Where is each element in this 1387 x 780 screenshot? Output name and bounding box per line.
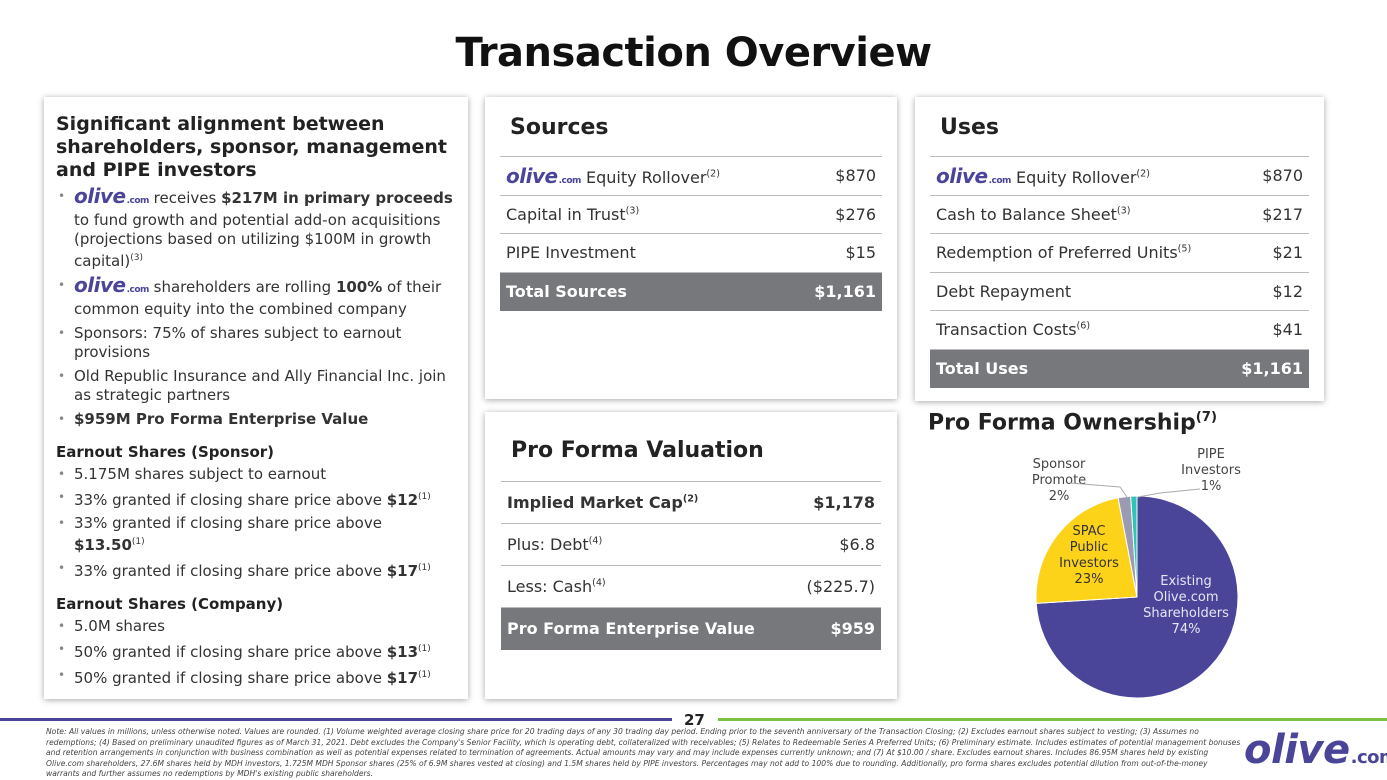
earnout-item: 33% granted if closing share price above…	[56, 514, 456, 555]
earnout-item: 50% granted if closing share price above…	[56, 640, 456, 662]
ownership-title-text: Pro Forma Ownership	[928, 410, 1196, 436]
table-row: olive.com Equity Rollover(2) $870	[500, 156, 882, 196]
row-value: $1,178	[791, 481, 881, 524]
olive-logo: olive.com	[74, 184, 149, 208]
valuation-table: Implied Market Cap(2) $1,178 Plus: Debt(4)…	[501, 481, 881, 650]
alignment-bullet: olive.com receives $217M in primary proc…	[56, 184, 456, 271]
total-value: $1,161	[1227, 349, 1309, 388]
alignment-heading: Significant alignment between shareholde…	[56, 113, 448, 181]
earnout-item: 50% granted if closing share price above…	[56, 666, 456, 688]
row-value: $870	[1227, 156, 1309, 196]
uses-card: Uses olive.com Equity Rollover(2) $870 Cas…	[915, 97, 1324, 401]
valuation-title: Pro Forma Valuation	[511, 438, 764, 463]
total-value: $959	[791, 607, 881, 650]
table-row: Plus: Debt(4) $6.8	[501, 523, 881, 566]
alignment-card: Significant alignment between shareholde…	[44, 97, 468, 699]
pie-slice-pipe-investors	[1130, 495, 1138, 598]
footnote: Note: All values in millions, unless oth…	[46, 727, 1241, 778]
table-row: PIPE Investment $15	[500, 233, 882, 273]
row-value: $15	[788, 233, 882, 273]
table-row: Debt Repayment $12	[930, 272, 1309, 311]
row-label: PIPE Investment	[500, 233, 789, 273]
table-row: Capital in Trust(3) $276	[500, 195, 882, 234]
row-label: Plus: Debt(4)	[501, 523, 792, 566]
row-value: $276	[788, 195, 882, 234]
row-value: $21	[1227, 233, 1309, 273]
alignment-bullets: olive.com receives $217M in primary proc…	[56, 184, 456, 429]
valuation-card: Pro Forma Valuation Implied Market Cap(2…	[485, 412, 897, 699]
earnout-item: 5.0M shares	[56, 617, 456, 636]
olive-logo: olive.com	[506, 163, 581, 188]
table-row: olive.com Equity Rollover(2) $870	[930, 156, 1309, 196]
uses-title: Uses	[940, 115, 999, 140]
table-row: Less: Cash(4) ($225.7)	[501, 565, 881, 608]
row-label: olive.com Equity Rollover(2)	[930, 156, 1228, 196]
row-value: $217	[1227, 195, 1309, 234]
sources-title: Sources	[510, 115, 609, 140]
alignment-bullet: Old Republic Insurance and Ally Financia…	[56, 367, 456, 405]
row-label: Less: Cash(4)	[501, 565, 792, 608]
earnout-company-heading: Earnout Shares (Company)	[56, 595, 284, 613]
row-value: $12	[1227, 272, 1309, 311]
table-row: Redemption of Preferred Units(5) $21	[930, 233, 1309, 273]
total-label: Pro Forma Enterprise Value	[501, 607, 792, 650]
ownership-title-sup: (7)	[1195, 410, 1218, 425]
row-value: $41	[1227, 310, 1309, 350]
earnout-item: 5.175M shares subject to earnout	[56, 465, 456, 484]
row-value: ($225.7)	[791, 565, 881, 608]
row-label: olive.com Equity Rollover(2)	[500, 156, 789, 196]
pie-leader-lines	[1069, 482, 1201, 498]
row-value: $870	[788, 156, 882, 196]
olive-logo: olive.com	[1244, 727, 1387, 773]
olive-logo: olive.com	[74, 273, 149, 297]
earnout-sponsor-list: 5.175M shares subject to earnout 33% gran…	[56, 465, 456, 581]
ownership-pie-chart	[1035, 495, 1239, 699]
uses-table: olive.com Equity Rollover(2) $870 Cash to …	[930, 156, 1309, 388]
row-label: Redemption of Preferred Units(5)	[930, 233, 1228, 273]
table-row: Cash to Balance Sheet(3) $217	[930, 195, 1309, 234]
earnout-sponsor-heading: Earnout Shares (Sponsor)	[56, 443, 275, 461]
row-label: Implied Market Cap(2)	[501, 481, 792, 524]
earnout-company-list: 5.0M shares 50% granted if closing share …	[56, 617, 456, 688]
olive-logo: olive.com	[936, 163, 1011, 188]
total-row: Pro Forma Enterprise Value $959	[501, 607, 881, 650]
pie-slice-spac-public-investors	[1035, 497, 1138, 604]
alignment-bullet: $959M Pro Forma Enterprise Value	[56, 410, 456, 429]
alignment-bullet: olive.com shareholders are rolling 100% …	[56, 273, 456, 319]
pie-label-spac: SPAC Public Investors 23%	[1059, 524, 1119, 587]
row-value: $6.8	[791, 523, 881, 566]
table-row: Implied Market Cap(2) $1,178	[501, 481, 881, 524]
row-label: Capital in Trust(3)	[500, 195, 789, 234]
total-row: Total Uses $1,161	[930, 349, 1309, 388]
row-label: Transaction Costs(6)	[930, 310, 1228, 350]
pie-label-existing: Existing Olive.com Shareholders 74%	[1143, 574, 1229, 637]
footer-divider-left	[0, 718, 672, 721]
row-label: Debt Repayment	[930, 272, 1228, 311]
page-title: Transaction Overview	[455, 30, 932, 76]
total-label: Total Uses	[930, 349, 1228, 388]
total-value: $1,161	[788, 272, 882, 311]
pie-label-pipe: PIPE Investors 1%	[1181, 447, 1241, 494]
total-row: Total Sources $1,161	[500, 272, 882, 311]
page-number: 27	[684, 711, 705, 729]
sources-card: Sources olive.com Equity Rollover(2) $870…	[485, 97, 897, 399]
total-label: Total Sources	[500, 272, 789, 311]
alignment-bullet: Sponsors: 75% of shares subject to earno…	[56, 324, 456, 362]
earnout-item: 33% granted if closing share price above…	[56, 488, 456, 510]
sources-table: olive.com Equity Rollover(2) $870 Capital …	[500, 156, 882, 311]
ownership-title: Pro Forma Ownership(7)	[928, 410, 1217, 435]
row-label: Cash to Balance Sheet(3)	[930, 195, 1228, 234]
earnout-item: 33% granted if closing share price above…	[56, 559, 456, 581]
table-row: Transaction Costs(6) $41	[930, 310, 1309, 350]
pie-label-sponsor: Sponsor Promote 2%	[1031, 457, 1087, 504]
footer-divider-right	[718, 718, 1387, 721]
